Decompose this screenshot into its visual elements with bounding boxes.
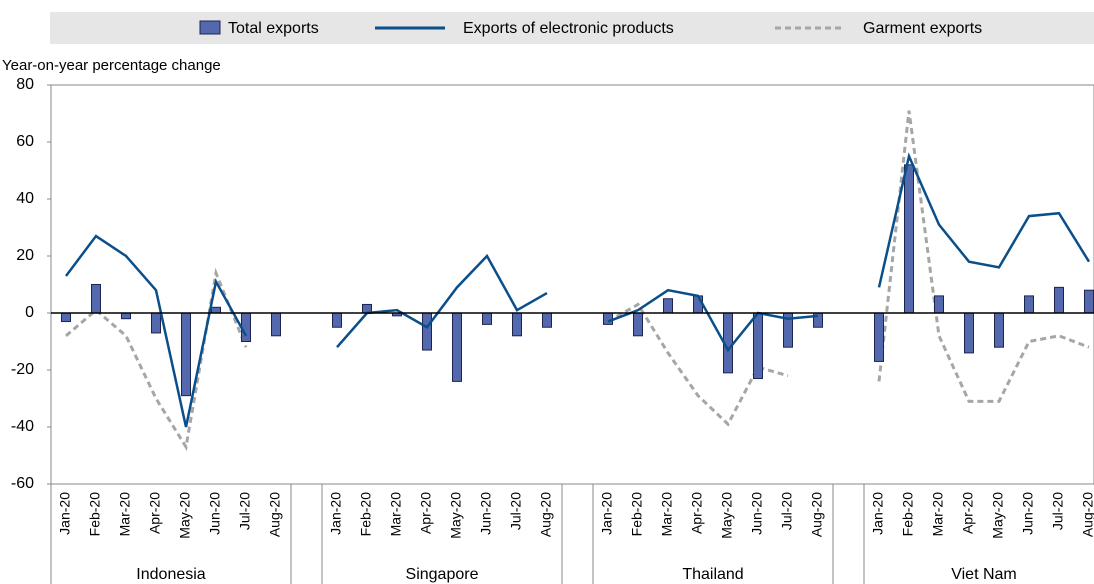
bar	[211, 306, 221, 314]
bar	[1024, 295, 1034, 314]
bar	[603, 312, 613, 325]
x-tick-label: Jan-20	[870, 492, 886, 535]
bar	[1084, 289, 1094, 314]
bar	[542, 312, 552, 328]
legend-label: Total exports	[228, 20, 319, 37]
bar	[482, 312, 492, 325]
y-tick-label: -60	[11, 475, 34, 492]
bar	[874, 312, 884, 362]
x-tick-label: Apr-20	[960, 492, 976, 534]
electronics-line	[65, 234, 248, 428]
legend-label: Exports of electronic products	[463, 20, 674, 37]
bar	[452, 312, 462, 382]
bar	[994, 312, 1004, 348]
x-tick-label: Jul-20	[1050, 492, 1066, 530]
bar	[934, 295, 944, 314]
bar	[271, 312, 281, 337]
y-tick-label: 40	[16, 190, 34, 207]
x-tick-label: Aug-20	[809, 492, 825, 537]
x-tick-label: Jun-20	[478, 492, 494, 535]
x-tick-label: Jun-20	[207, 492, 223, 535]
x-tick-label: Jul-20	[508, 492, 524, 530]
bar	[241, 312, 251, 342]
x-tick-label: Mar-20	[930, 492, 946, 537]
x-tick-label: Mar-20	[117, 492, 133, 537]
y-axis-label: Year-on-year percentage change	[2, 57, 221, 74]
x-tick-label: Jul-20	[237, 492, 253, 530]
garment-line	[65, 267, 248, 452]
group-label: Singapore	[406, 566, 479, 583]
x-tick-label: May-20	[177, 492, 193, 539]
plot	[61, 110, 1094, 452]
x-tick-label: Aug-20	[538, 492, 554, 537]
bar	[964, 312, 974, 354]
bar	[332, 312, 342, 328]
electronics-line	[877, 152, 1091, 288]
bar	[904, 164, 914, 314]
bar	[61, 312, 71, 323]
bar	[422, 312, 432, 351]
x-tick-label: Mar-20	[659, 492, 675, 537]
x-tick-label: Mar-20	[388, 492, 404, 537]
legend-label: Garment exports	[863, 20, 982, 37]
group-label: Indonesia	[136, 566, 205, 583]
x-tick-label: Jan-20	[599, 492, 615, 535]
group-label: Thailand	[682, 566, 743, 583]
y-tick-label: -40	[11, 418, 34, 435]
garment-line	[607, 302, 789, 427]
bar	[753, 312, 763, 380]
garment-line	[877, 110, 1090, 403]
x-tick-label: Feb-20	[629, 492, 645, 537]
bar	[1054, 286, 1064, 314]
x-tick-label: Feb-20	[358, 492, 374, 537]
x-tick-label: Jun-20	[749, 492, 765, 535]
bar	[151, 312, 161, 334]
x-tick-label: Aug-20	[1080, 492, 1094, 537]
group-label: Viet Nam	[951, 566, 1017, 583]
x-tick-label: May-20	[448, 492, 464, 539]
x-tick-label: Feb-20	[87, 492, 103, 537]
legend-band	[50, 12, 1094, 44]
electronics-line	[607, 288, 819, 353]
bar	[663, 298, 673, 314]
bar	[633, 312, 643, 337]
x-tick-label: Apr-20	[418, 492, 434, 534]
plot-area	[50, 84, 1094, 485]
bar	[181, 312, 191, 397]
x-tick-label: Jan-20	[328, 492, 344, 535]
y-tick-label: 80	[16, 76, 34, 93]
x-tick-label: Apr-20	[147, 492, 163, 534]
x-tick-label: Apr-20	[689, 492, 705, 534]
y-tick-label: 20	[16, 247, 34, 264]
x-tick-label: Jan-20	[57, 492, 73, 535]
legend-swatch	[199, 20, 221, 35]
bar	[91, 284, 101, 314]
y-tick-label: 0	[25, 304, 34, 321]
x-tick-label: Jun-20	[1020, 492, 1036, 535]
x-tick-label: Jul-20	[779, 492, 795, 530]
x-tick-label: Feb-20	[900, 492, 916, 537]
x-tick-label: May-20	[719, 492, 735, 539]
bar	[121, 312, 131, 320]
y-tick-label: -20	[11, 361, 34, 378]
bar	[512, 312, 522, 337]
x-tick-label: May-20	[990, 492, 1006, 539]
x-tick-label: Aug-20	[267, 492, 283, 537]
y-tick-label: 60	[16, 133, 34, 150]
